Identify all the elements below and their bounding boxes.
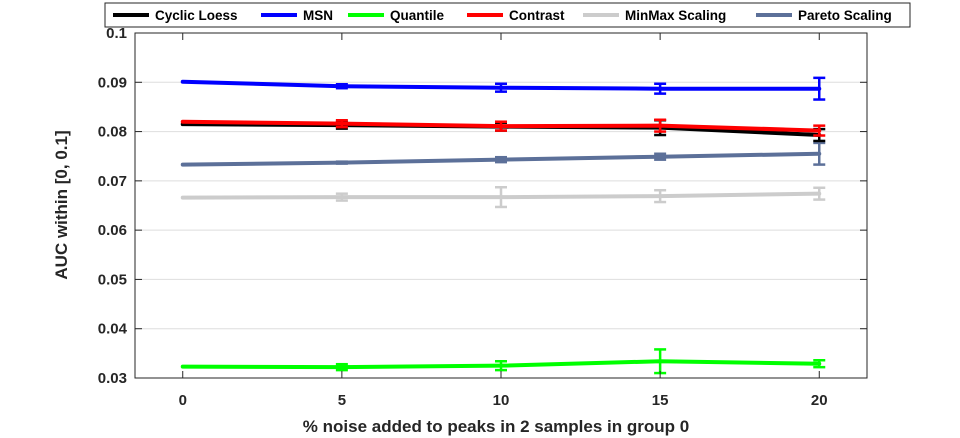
y-tick-label: 0.05 (98, 271, 127, 288)
series-layer (180, 76, 826, 375)
error-bar (495, 120, 507, 132)
error-bar (654, 188, 667, 204)
series-quantile (180, 348, 826, 375)
error-bar (654, 152, 667, 161)
legend-label: MSN (303, 8, 333, 23)
error-bar (335, 362, 348, 372)
y-tick-label: 0.03 (98, 370, 127, 387)
legend-label: Pareto Scaling (798, 8, 892, 23)
error-bar (495, 186, 507, 209)
legend-item-minmax-scaling: MinMax Scaling (583, 8, 726, 23)
error-bar (335, 83, 348, 90)
error-bar (813, 359, 826, 369)
error-bar (495, 359, 507, 372)
series-minmax-scaling (180, 186, 826, 209)
legend-item-contrast: Contrast (467, 8, 565, 23)
y-axis-title: AUC within [0, 0.1] (52, 130, 71, 279)
y-tick-label: 0.06 (98, 222, 127, 239)
y-tick-label: 0.08 (98, 124, 127, 141)
error-bar (654, 82, 667, 95)
error-bar (335, 192, 348, 202)
error-bar (813, 186, 826, 201)
error-bar (813, 141, 826, 166)
legend-label: Cyclic Loess (155, 8, 238, 23)
x-axis-title: % noise added to peaks in 2 samples in g… (303, 417, 689, 436)
series-contrast (180, 118, 826, 137)
error-bar (495, 155, 507, 164)
y-tick-label: 0.07 (98, 173, 127, 190)
error-bar (335, 160, 348, 165)
error-bar (495, 82, 507, 93)
legend-label: Contrast (509, 8, 565, 23)
y-axis: 0.03 0.04 0.05 0.06 0.07 0.08 0.09 0.1 (98, 25, 867, 387)
legend-item-pareto-scaling: Pareto Scaling (756, 8, 892, 23)
legend-label: Quantile (390, 8, 444, 23)
legend-item-msn: MSN (261, 8, 333, 23)
x-tick-label: 10 (493, 392, 510, 409)
y-tick-label: 0.04 (98, 321, 128, 338)
series-msn (180, 76, 826, 101)
y-tick-label: 0.09 (98, 74, 127, 91)
x-axis: 0 5 10 15 20 (179, 33, 828, 409)
series-pareto-scaling (180, 141, 826, 167)
legend-item-quantile: Quantile (348, 8, 444, 23)
legend-item-cyclic-loess: Cyclic Loess (113, 8, 238, 23)
error-bar (813, 76, 826, 101)
error-bar (813, 124, 826, 137)
x-tick-label: 0 (179, 392, 187, 409)
x-tick-label: 15 (652, 392, 669, 409)
y-tick-label: 0.1 (106, 25, 127, 42)
error-bar (335, 118, 348, 129)
error-bar (654, 118, 667, 133)
x-tick-label: 5 (338, 392, 346, 409)
legend-label: MinMax Scaling (625, 8, 726, 23)
legend: Cyclic Loess MSN Quantile Contrast MinMax Sc… (104, 2, 911, 28)
x-tick-label: 20 (811, 392, 828, 409)
grid-lines (135, 81, 867, 330)
